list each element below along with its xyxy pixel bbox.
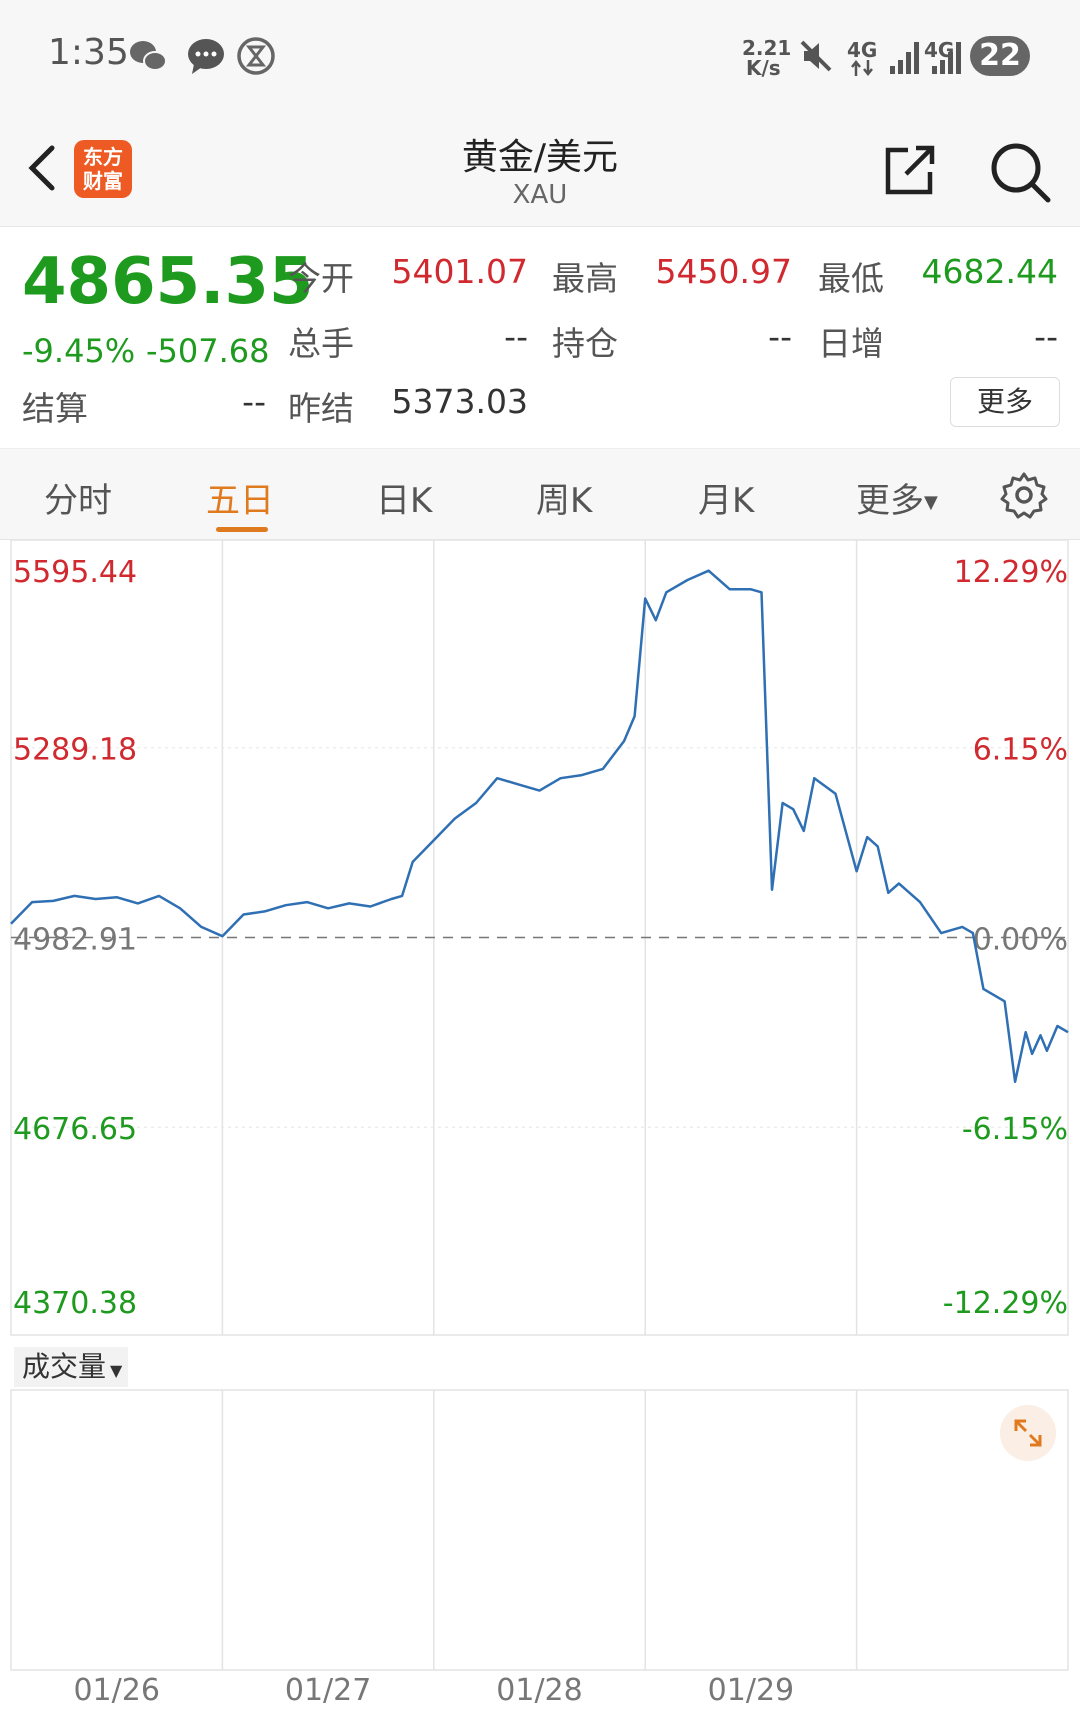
y-tick-percent-label: -6.15% xyxy=(962,1112,1068,1147)
quote-panel: 4865.35 -9.45% -507.68 今开 5401.07 最高 545… xyxy=(0,227,1080,447)
data-arrows-icon xyxy=(851,60,873,76)
status-bar: 1:35 2.21 K/s 4G 4G 22 xyxy=(0,0,1080,110)
signal-icon-2 xyxy=(932,42,961,74)
logo-text-top: 东方 xyxy=(83,145,123,169)
low-label: 最低 xyxy=(818,259,884,298)
tab-more-label: 更多 xyxy=(856,481,924,521)
y-tick-price-label: 4370.38 xyxy=(13,1286,137,1321)
y-tick-price-label: 4982.91 xyxy=(13,923,137,958)
y-tick-price-label: 5289.18 xyxy=(13,733,137,768)
signal-icon xyxy=(890,42,919,74)
active-tab-indicator xyxy=(216,527,268,532)
y-tick-price-label: 4676.65 xyxy=(13,1112,137,1147)
last-price: 4865.35 xyxy=(22,245,314,319)
x-tick-label: 01/27 xyxy=(285,1673,371,1708)
message-icon xyxy=(188,39,224,74)
net-speed-value: 2.21 xyxy=(742,36,792,60)
volume-panel-frame xyxy=(10,1389,1069,1671)
net-speed-unit: K/s xyxy=(746,56,781,80)
tab-weekly-k[interactable]: 周K xyxy=(536,481,593,521)
five-day-chart[interactable]: 5595.44 12.29% 5289.18 6.15% 4982.91 0.00% 467… xyxy=(0,540,1080,1715)
app-logo: 东方 财富 xyxy=(74,140,132,198)
volume-value: -- xyxy=(504,317,528,356)
expand-icon[interactable] xyxy=(1000,1405,1056,1461)
tab-monthly-k[interactable]: 月K xyxy=(698,481,755,521)
more-quote-button[interactable]: 更多 xyxy=(950,377,1060,427)
battery-level: 22 xyxy=(970,36,1030,76)
x-tick-label: 01/28 xyxy=(496,1673,582,1708)
back-icon[interactable] xyxy=(18,138,68,198)
tab-intraday[interactable]: 分时 xyxy=(44,481,112,521)
prev-settle-value: 5373.03 xyxy=(391,382,528,421)
search-icon[interactable] xyxy=(988,140,1052,204)
page-subtitle: XAU xyxy=(512,180,568,210)
low-value: 4682.44 xyxy=(921,252,1058,291)
wechat-icon xyxy=(130,41,167,71)
y-tick-percent-label: 6.15% xyxy=(973,733,1068,768)
volume-selector-label: 成交量 xyxy=(22,1350,107,1383)
y-tick-percent-label: 0.00% xyxy=(973,923,1068,958)
volume-selector[interactable]: 成交量 ▼ xyxy=(14,1347,128,1387)
volume-label: 总手 xyxy=(288,324,354,363)
settle-label: 结算 xyxy=(22,389,88,428)
tab-five-day[interactable]: 五日 xyxy=(206,481,274,521)
page-title: 黄金/美元 xyxy=(461,137,619,178)
status-time: 1:35 xyxy=(48,32,129,73)
chart-canvas: 5595.44 12.29% 5289.18 6.15% 4982.91 0.00% 467… xyxy=(10,540,1069,1708)
y-tick-percent-label: -12.29% xyxy=(943,1286,1068,1321)
y-tick-price-label: 5595.44 xyxy=(13,555,137,590)
open-label: 今开 xyxy=(288,259,354,298)
x-tick-label: 01/26 xyxy=(73,1673,159,1708)
tab-daily-k[interactable]: 日K xyxy=(376,481,433,521)
settle-value: -- xyxy=(242,382,266,421)
high-label: 最高 xyxy=(552,259,618,298)
gear-icon[interactable] xyxy=(1000,471,1048,519)
hourglass-icon xyxy=(237,37,275,75)
y-tick-percent-label: 12.29% xyxy=(954,555,1068,590)
logo-text-bottom: 财富 xyxy=(83,169,123,193)
open-interest-value: -- xyxy=(768,317,792,356)
chart-tabs: 分时 五日 日K 周K 月K 更多▼ xyxy=(0,448,1080,540)
daily-increase-value: -- xyxy=(1034,317,1058,356)
prev-settle-label: 昨结 xyxy=(288,389,354,428)
open-interest-label: 持仓 xyxy=(552,324,618,363)
open-value: 5401.07 xyxy=(391,252,528,291)
change-percent: -9.45% xyxy=(22,332,136,370)
price-line xyxy=(10,569,1069,1084)
high-value: 5450.97 xyxy=(655,252,792,291)
dropdown-arrow-icon-2: ▼ xyxy=(110,1361,123,1380)
daily-increase-label: 日增 xyxy=(818,324,884,363)
net-type-1: 4G xyxy=(847,38,878,62)
change-amount: -507.68 xyxy=(146,332,270,370)
share-icon[interactable] xyxy=(880,140,940,200)
dropdown-arrow-icon: ▼ xyxy=(924,492,938,513)
net-type-2: 4G xyxy=(924,38,955,62)
mute-icon xyxy=(800,40,832,72)
app-header: 东方 财富 黄金/美元 XAU xyxy=(0,110,1080,227)
tab-more[interactable]: 更多▼ xyxy=(856,473,938,522)
x-tick-label: 01/29 xyxy=(708,1673,794,1708)
